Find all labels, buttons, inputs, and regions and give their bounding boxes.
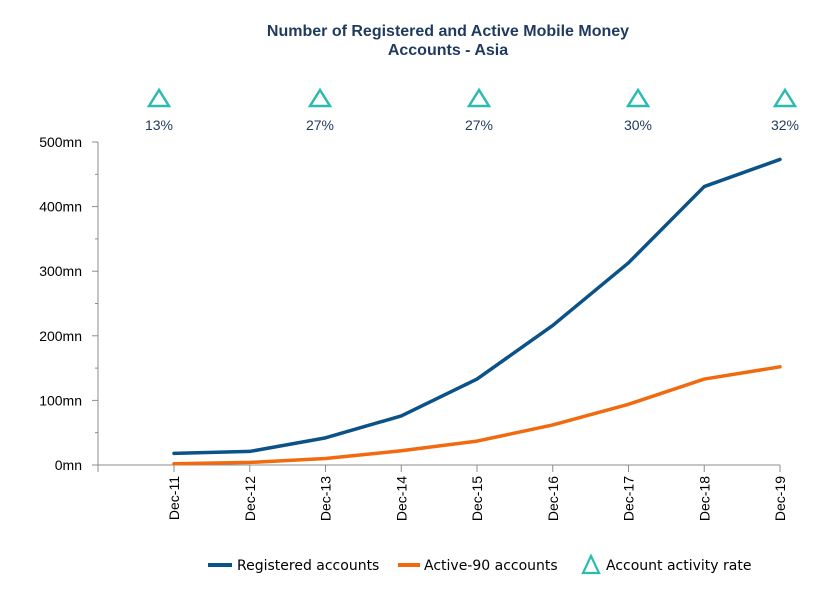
series-layer: [172, 157, 782, 466]
activity-rate-triangle-icon: [307, 87, 333, 108]
x-tick-label: Dec-18: [696, 476, 712, 521]
chart-title-line-2: Accounts - Asia: [387, 42, 509, 59]
series-line-registered: [172, 157, 782, 456]
activity-rate-label: 27%: [465, 117, 493, 133]
activity-rate-label: 27%: [306, 117, 334, 133]
y-tick-label: 200mn: [39, 328, 82, 344]
x-tick-label: Dec-17: [621, 476, 637, 521]
legend-registered-label: Registered accounts: [237, 558, 379, 574]
chart-title: Number of Registered and Active Mobile M…: [0, 22, 834, 60]
activity-rate-label: 13%: [145, 117, 173, 133]
legend-activity-triangle-icon: [581, 553, 601, 575]
y-tick-label: 100mn: [39, 392, 82, 408]
legend-activity-label: Account activity rate: [606, 558, 751, 574]
x-tick-label: Dec-14: [393, 476, 409, 521]
chart-title-line-1: Number of Registered and Active Mobile M…: [266, 23, 630, 40]
series-line-active: [172, 365, 782, 466]
legend: Registered accounts Active-90 accounts A…: [208, 553, 751, 575]
y-axis: 0mn 100mn 200mn 300mn 400mn 500mn: [39, 134, 99, 473]
x-axis: Dec-11 Dec-12 Dec-13 Dec-14 Dec-15 Dec-16 Dec-…: [97, 464, 788, 521]
x-tick-label: Dec-16: [545, 476, 561, 521]
legend-active-label: Active-90 accounts: [424, 558, 558, 574]
x-tick-label: Dec-19: [772, 476, 788, 521]
x-tick-label: Dec-15: [469, 476, 485, 521]
x-tick-label: Dec-12: [242, 476, 258, 521]
activity-rate-label: 30%: [624, 117, 652, 133]
activity-rate-layer: 13% 27% 27% 30% 32%: [145, 87, 799, 133]
activity-rate-triangle-icon: [772, 87, 798, 108]
activity-rate-triangle-icon: [146, 87, 172, 108]
x-tick-label: Dec-13: [318, 476, 334, 521]
activity-rate-triangle-icon: [625, 87, 651, 108]
y-tick-label: 0mn: [55, 457, 82, 473]
x-tick-label: Dec-11: [166, 476, 182, 520]
y-tick-label: 300mn: [39, 263, 82, 279]
y-tick-label: 400mn: [39, 199, 82, 215]
activity-rate-triangle-icon: [466, 87, 492, 108]
activity-rate-label: 32%: [771, 117, 799, 133]
y-tick-label: 500mn: [39, 134, 82, 150]
